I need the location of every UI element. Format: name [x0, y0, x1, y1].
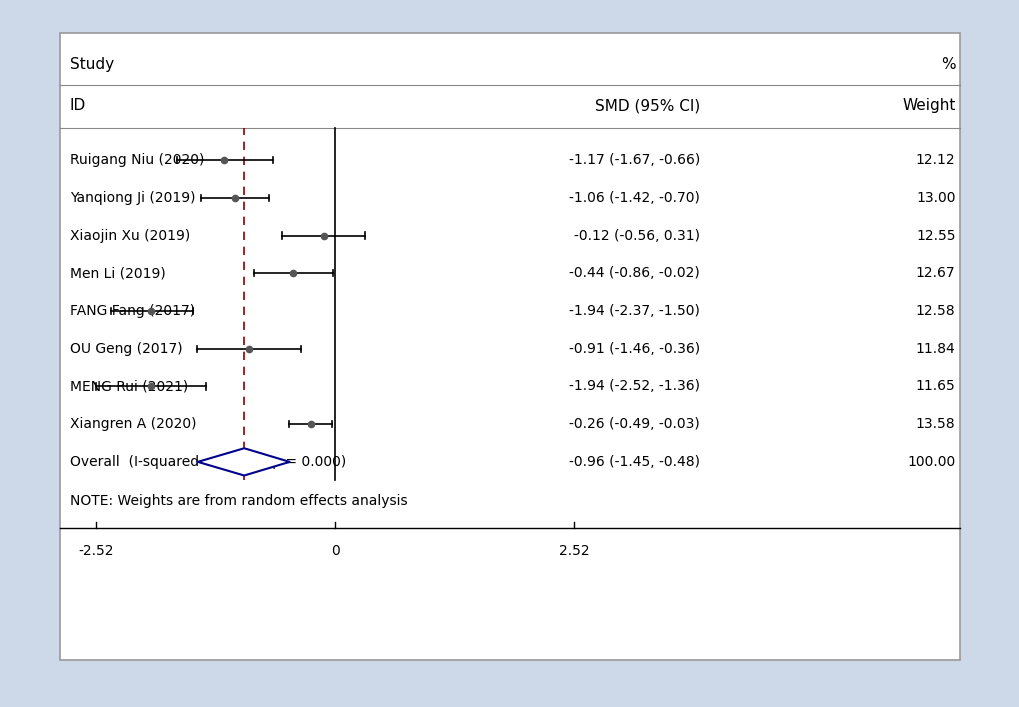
Text: Overall  (I-squared = 91.0%, p = 0.000): Overall (I-squared = 91.0%, p = 0.000) — [70, 455, 345, 469]
Text: ID: ID — [70, 98, 87, 113]
Text: -1.06 (-1.42, -0.70): -1.06 (-1.42, -0.70) — [569, 191, 699, 205]
Text: -1.94 (-2.52, -1.36): -1.94 (-2.52, -1.36) — [569, 380, 699, 393]
Text: Ruigang Niu (2020): Ruigang Niu (2020) — [70, 153, 204, 167]
Text: %: % — [940, 57, 955, 72]
Text: -1.94 (-2.37, -1.50): -1.94 (-2.37, -1.50) — [569, 304, 699, 318]
Text: FANG Fang (2017): FANG Fang (2017) — [70, 304, 195, 318]
Text: -1.17 (-1.67, -0.66): -1.17 (-1.67, -0.66) — [568, 153, 699, 167]
Text: Xiangren A (2020): Xiangren A (2020) — [70, 417, 197, 431]
Text: SMD (95% CI): SMD (95% CI) — [594, 98, 699, 113]
Text: -0.96 (-1.45, -0.48): -0.96 (-1.45, -0.48) — [569, 455, 699, 469]
Text: -0.12 (-0.56, 0.31): -0.12 (-0.56, 0.31) — [574, 228, 699, 243]
Text: 12.58: 12.58 — [915, 304, 955, 318]
Text: -2.52: -2.52 — [78, 544, 114, 558]
Text: -0.44 (-0.86, -0.02): -0.44 (-0.86, -0.02) — [569, 267, 699, 280]
Text: 0: 0 — [330, 544, 339, 558]
Text: OU Geng (2017): OU Geng (2017) — [70, 341, 182, 356]
Text: Yanqiong Ji (2019): Yanqiong Ji (2019) — [70, 191, 196, 205]
Text: Study: Study — [70, 57, 114, 72]
Text: 11.84: 11.84 — [915, 341, 955, 356]
Polygon shape — [198, 448, 289, 476]
Text: Xiaojin Xu (2019): Xiaojin Xu (2019) — [70, 228, 190, 243]
Text: 12.67: 12.67 — [915, 267, 955, 280]
Text: 12.55: 12.55 — [915, 228, 955, 243]
Text: 100.00: 100.00 — [906, 455, 955, 469]
Text: 13.00: 13.00 — [915, 191, 955, 205]
Text: 13.58: 13.58 — [915, 417, 955, 431]
Text: NOTE: Weights are from random effects analysis: NOTE: Weights are from random effects an… — [70, 493, 408, 508]
Text: MENG Rui (2021): MENG Rui (2021) — [70, 380, 189, 393]
Text: Weight: Weight — [901, 98, 955, 113]
Text: Men Li (2019): Men Li (2019) — [70, 267, 165, 280]
Text: -0.91 (-1.46, -0.36): -0.91 (-1.46, -0.36) — [569, 341, 699, 356]
Text: -0.26 (-0.49, -0.03): -0.26 (-0.49, -0.03) — [569, 417, 699, 431]
Text: 11.65: 11.65 — [915, 380, 955, 393]
Text: 2.52: 2.52 — [558, 544, 589, 558]
Text: 12.12: 12.12 — [915, 153, 955, 167]
